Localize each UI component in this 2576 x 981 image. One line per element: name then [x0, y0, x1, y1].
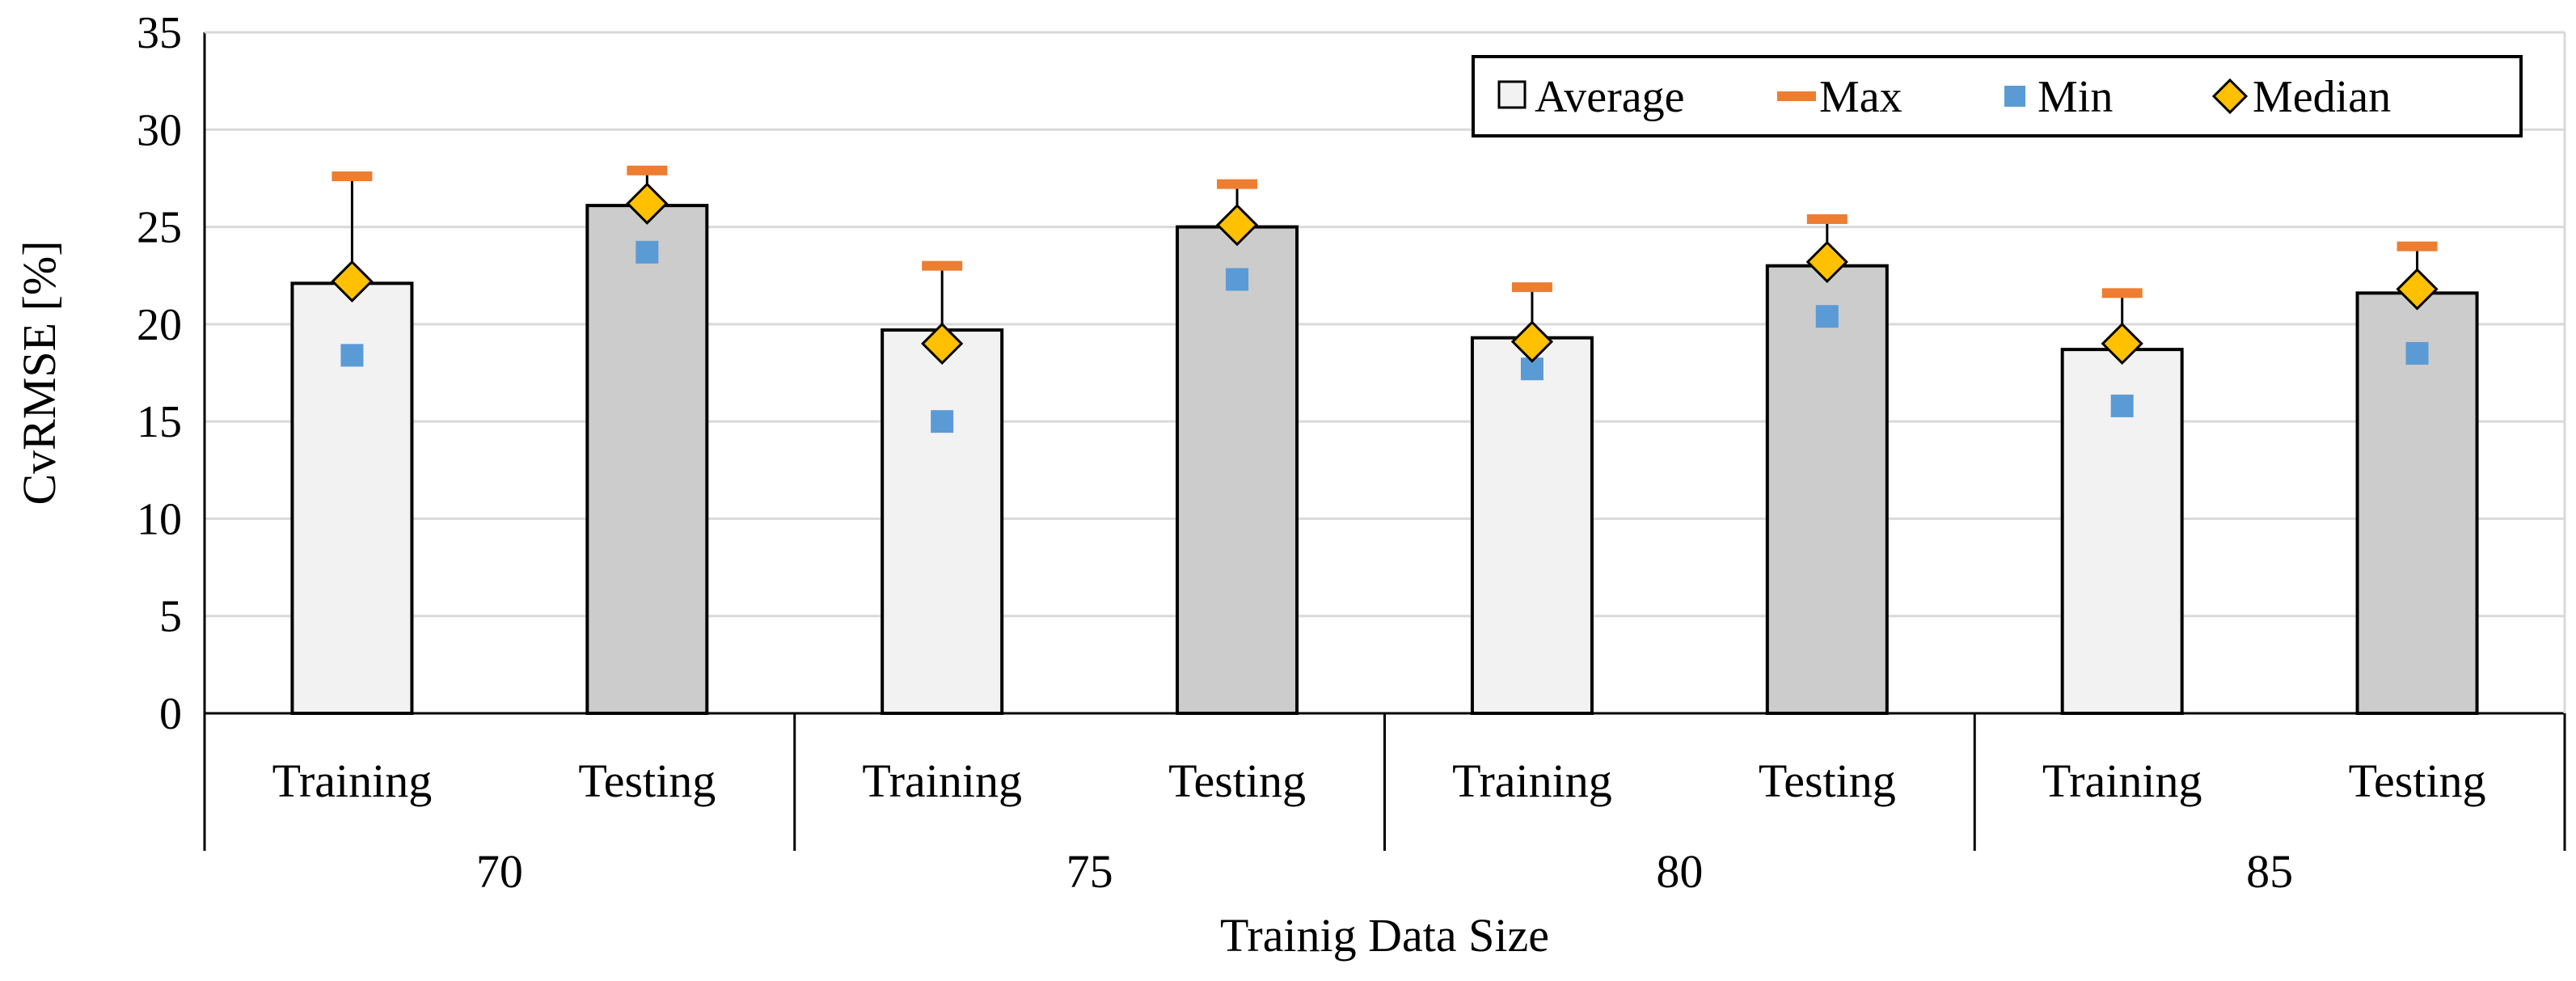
group-label-70: 70 [476, 845, 523, 898]
group-label-75: 75 [1066, 845, 1113, 898]
category-label-70-testing: Testing [578, 755, 716, 807]
min-marker-75-training [931, 410, 954, 433]
legend-label-max: Max [1819, 72, 1902, 122]
legend-min-swatch [2004, 86, 2025, 107]
category-label-75-training: Training [862, 755, 1022, 807]
min-marker-80-testing [1815, 305, 1839, 328]
bars [290, 204, 2479, 716]
median-marker-85-training [2101, 322, 2143, 366]
median-marker-70-training [331, 260, 374, 303]
y-tick-label-15: 15 [137, 397, 182, 447]
max-marker-85-testing [2397, 241, 2438, 252]
min-marker-75-testing [1226, 268, 1249, 291]
median-marker-80-testing [1805, 240, 1848, 283]
bar-75-testing [1176, 225, 1299, 716]
y-tick-labels: 0 5 10 15 20 25 30 35 [137, 8, 182, 739]
category-label-75-testing: Testing [1168, 755, 1306, 807]
bar-75-training [880, 328, 1004, 715]
legend-label-median: Median [2253, 72, 2391, 122]
median-marker-85-testing [2396, 268, 2439, 311]
max-marker-75-testing [1217, 179, 1258, 189]
y-tick-label-35: 35 [137, 8, 182, 58]
y-axis-title: CvRMSE [%] [13, 240, 65, 505]
median-marker-75-testing [1215, 204, 1259, 247]
x-axis-title: Trainig Data Size [1220, 909, 1549, 962]
max-marker-80-training [1511, 282, 1552, 293]
max-marker-80-testing [1806, 214, 1848, 224]
bar-80-testing [1765, 264, 1889, 715]
legend-label-min: Min [2038, 72, 2113, 122]
max-marker-85-training [2101, 288, 2143, 298]
max-marker-70-testing [627, 165, 668, 175]
legend-label-average: Average [1535, 72, 1685, 122]
min-marker-85-training [2110, 394, 2134, 417]
legend-average-swatch [1497, 80, 1527, 109]
bar-80-training [1470, 336, 1594, 715]
legend-box [1472, 55, 2523, 137]
y-tick-label-20: 20 [137, 300, 182, 350]
max-marker-75-training [922, 260, 963, 271]
min-marker-70-training [340, 344, 364, 367]
category-label-80-testing: Testing [1759, 755, 1896, 807]
category-label-85-testing: Testing [2349, 755, 2486, 807]
y-tick-label-30: 30 [137, 105, 182, 155]
min-marker-70-testing [636, 240, 659, 264]
legend-median-swatch [2211, 78, 2249, 115]
y-tick-label-25: 25 [137, 203, 182, 253]
group-label-85: 85 [2246, 845, 2293, 898]
axes [203, 31, 2566, 851]
category-labels: Training Testing Training Testing Training Te… [272, 755, 2486, 898]
category-label-85-training: Training [2042, 755, 2202, 807]
y-tick-label-5: 5 [159, 592, 182, 642]
category-label-70-training: Training [272, 755, 433, 807]
max-marker-70-training [332, 171, 373, 182]
y-tick-label-0: 0 [159, 689, 182, 739]
legend-max-swatch [1777, 91, 1816, 101]
median-marker-70-testing [626, 182, 669, 225]
markers [331, 165, 2439, 433]
min-marker-85-testing [2405, 341, 2429, 365]
category-label-80-training: Training [1452, 755, 1612, 807]
legend: Average Max Min Median [1472, 55, 2523, 137]
median-marker-80-training [1510, 320, 1554, 363]
bar-70-testing [585, 204, 709, 715]
y-tick-label-10: 10 [137, 494, 182, 544]
group-label-80: 80 [1656, 845, 1703, 898]
median-marker-75-training [921, 322, 964, 366]
